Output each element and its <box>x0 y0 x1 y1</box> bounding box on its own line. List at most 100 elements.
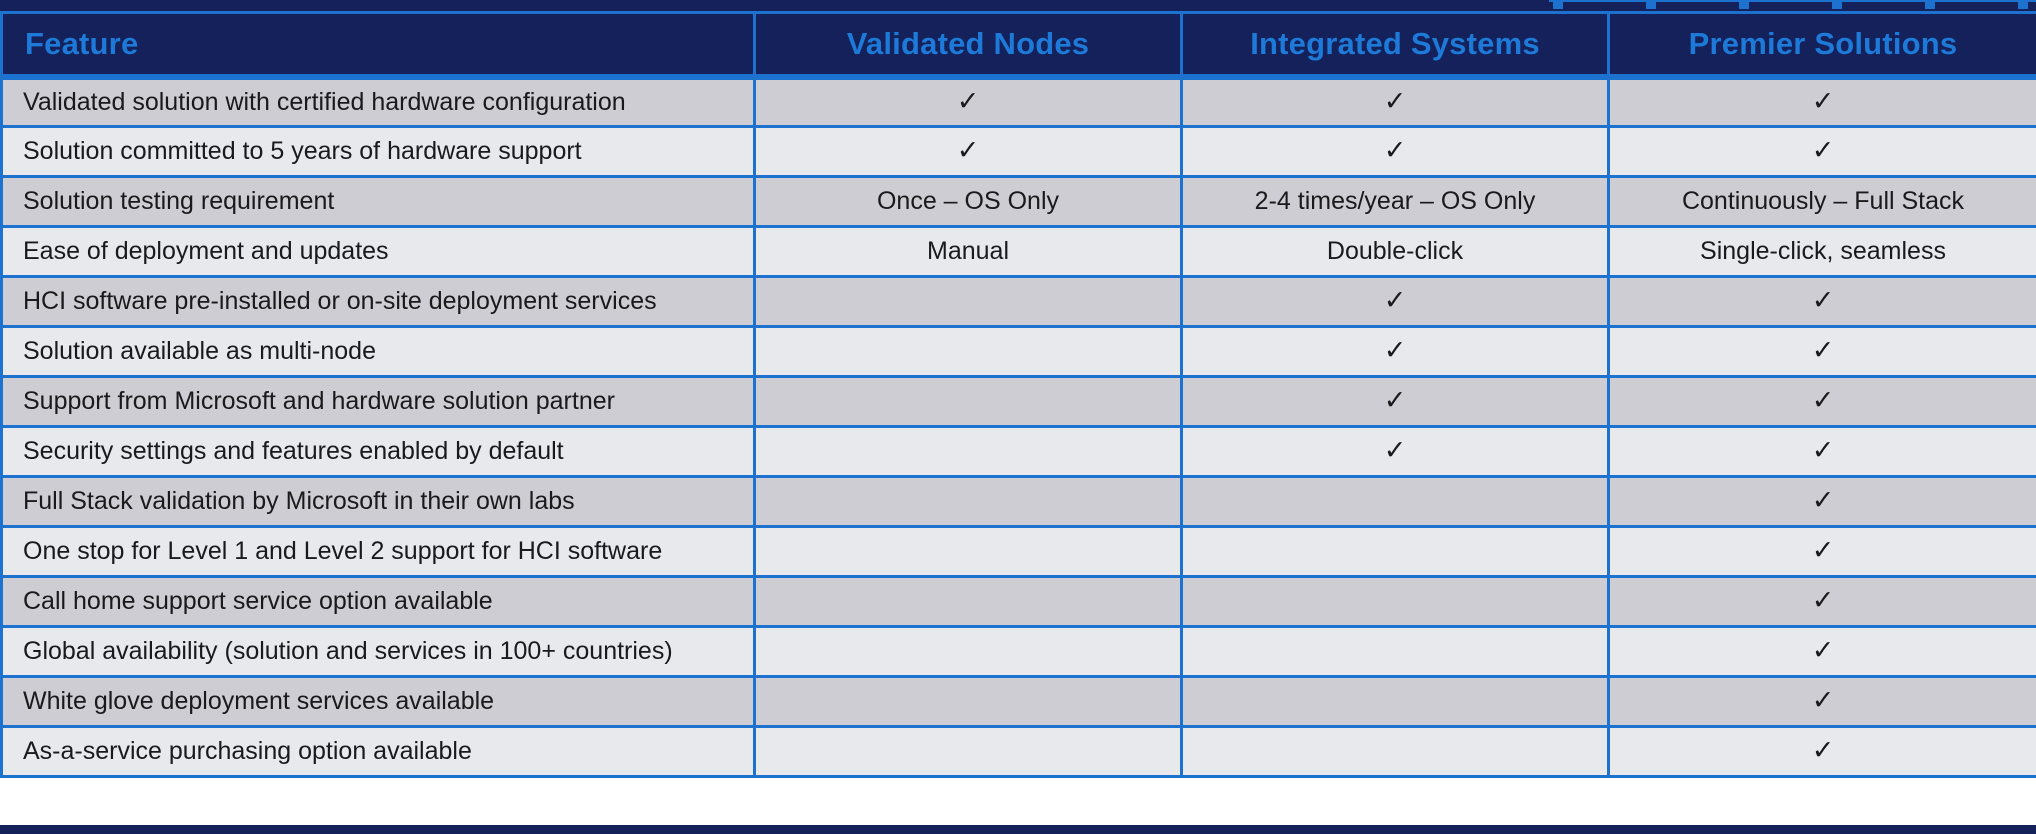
feature-label: Solution committed to 5 years of hardwar… <box>0 125 756 178</box>
value-cell: Manual <box>753 225 1183 278</box>
feature-label: Support from Microsoft and hardware solu… <box>0 375 756 428</box>
table-row: Call home support service option availab… <box>0 575 2036 628</box>
table-row: Validated solution with certified hardwa… <box>0 75 2036 128</box>
table-row: Ease of deployment and updates Manual Doub… <box>0 225 2036 278</box>
check-icon: ✓ <box>1811 85 1835 116</box>
feature-label: Validated solution with certified hardwa… <box>0 75 756 128</box>
check-icon: ✓ <box>1811 285 1835 315</box>
feature-label: Solution testing requirement <box>0 175 756 228</box>
check-icon: ✓ <box>1383 385 1407 415</box>
value-cell <box>1180 725 1610 778</box>
value-cell: ✓ <box>1180 425 1610 478</box>
cropped-content-strip-top <box>0 0 2036 11</box>
table-body: Validated solution with certified hardwa… <box>0 75 2036 778</box>
table-row: Solution testing requirement Once – OS On… <box>0 175 2036 228</box>
value-cell: Single-click, seamless <box>1607 225 2036 278</box>
value-cell: ✓ <box>1607 625 2036 678</box>
value-cell <box>753 425 1183 478</box>
cropped-row-tick <box>1832 0 1842 9</box>
value-cell: 2-4 times/year – OS Only <box>1180 175 1610 228</box>
check-icon: ✓ <box>1811 635 1835 665</box>
check-icon: ✓ <box>1383 135 1407 165</box>
value-cell: ✓ <box>1607 125 2036 178</box>
column-header-integrated-systems: Integrated Systems <box>1180 11 1610 80</box>
table-row: HCI software pre-installed or on-site de… <box>0 275 2036 328</box>
value-cell <box>1180 575 1610 628</box>
table-header: Feature Validated Nodes Integrated Systems… <box>0 11 2036 80</box>
check-icon: ✓ <box>1383 435 1407 465</box>
feature-label: Security settings and features enabled b… <box>0 425 756 478</box>
cell-text: Manual <box>927 237 1009 265</box>
value-cell: ✓ <box>1180 375 1610 428</box>
check-icon: ✓ <box>1811 735 1835 765</box>
check-icon: ✓ <box>1811 535 1835 565</box>
feature-label: White glove deployment services availabl… <box>0 675 756 728</box>
value-cell: Continuously – Full Stack <box>1607 175 2036 228</box>
table-row: White glove deployment services availabl… <box>0 675 2036 728</box>
check-icon: ✓ <box>956 85 980 116</box>
check-icon: ✓ <box>1811 485 1835 515</box>
value-cell: ✓ <box>1607 475 2036 528</box>
cropped-row-tick <box>1925 0 1935 9</box>
feature-label: As-a-service purchasing option available <box>0 725 756 778</box>
cell-text: Continuously – Full Stack <box>1681 187 1965 215</box>
column-header-validated-nodes: Validated Nodes <box>753 11 1183 80</box>
value-cell: ✓ <box>1607 325 2036 378</box>
value-cell: ✓ <box>1607 75 2036 128</box>
feature-label: Global availability (solution and servic… <box>0 625 756 678</box>
value-cell <box>753 325 1183 378</box>
value-cell <box>753 725 1183 778</box>
header-row: Feature Validated Nodes Integrated Systems… <box>0 11 2036 80</box>
value-cell: ✓ <box>1607 425 2036 478</box>
cropped-content-strip-bottom <box>0 825 2036 834</box>
table-row: Solution available as multi-node ✓ ✓ <box>0 325 2036 378</box>
value-cell: ✓ <box>1180 125 1610 178</box>
value-cell: ✓ <box>1180 75 1610 128</box>
check-icon: ✓ <box>1811 685 1835 715</box>
check-icon: ✓ <box>1383 85 1407 116</box>
cell-text: 2-4 times/year – OS Only <box>1254 187 1536 215</box>
check-icon: ✓ <box>956 135 980 165</box>
cell-text: Double-click <box>1326 237 1464 265</box>
cell-text: Single-click, seamless <box>1700 237 1946 265</box>
value-cell <box>753 375 1183 428</box>
value-cell: ✓ <box>753 75 1183 128</box>
value-cell: Once – OS Only <box>753 175 1183 228</box>
value-cell <box>753 275 1183 328</box>
value-cell <box>753 675 1183 728</box>
table-row: Solution committed to 5 years of hardwar… <box>0 125 2036 178</box>
table-row: One stop for Level 1 and Level 2 support… <box>0 525 2036 578</box>
value-cell <box>753 475 1183 528</box>
table-row: Security settings and features enabled b… <box>0 425 2036 478</box>
value-cell <box>753 575 1183 628</box>
check-icon: ✓ <box>1811 335 1835 365</box>
feature-label: Full Stack validation by Microsoft in th… <box>0 475 756 528</box>
value-cell: ✓ <box>1180 275 1610 328</box>
value-cell <box>1180 475 1610 528</box>
value-cell: ✓ <box>1607 675 2036 728</box>
check-icon: ✓ <box>1383 335 1407 365</box>
column-header-premier-solutions: Premier Solutions <box>1607 11 2036 80</box>
value-cell: ✓ <box>1607 375 2036 428</box>
cropped-row-tick <box>1739 0 1749 9</box>
feature-label: Call home support service option availab… <box>0 575 756 628</box>
value-cell: ✓ <box>753 125 1183 178</box>
table-row: Full Stack validation by Microsoft in th… <box>0 475 2036 528</box>
value-cell <box>1180 525 1610 578</box>
value-cell: ✓ <box>1607 575 2036 628</box>
cell-text: Once – OS Only <box>876 187 1060 215</box>
value-cell: ✓ <box>1607 525 2036 578</box>
cropped-row-tick <box>2018 0 2028 9</box>
value-cell: ✓ <box>1607 725 2036 778</box>
column-header-feature: Feature <box>0 11 756 80</box>
check-icon: ✓ <box>1811 435 1835 465</box>
table-row: As-a-service purchasing option available… <box>0 725 2036 778</box>
value-cell <box>1180 625 1610 678</box>
feature-label: Ease of deployment and updates <box>0 225 756 278</box>
table-row: Support from Microsoft and hardware solu… <box>0 375 2036 428</box>
value-cell: ✓ <box>1607 275 2036 328</box>
table-row: Global availability (solution and servic… <box>0 625 2036 678</box>
value-cell <box>753 525 1183 578</box>
cropped-row-tick <box>1553 0 1563 9</box>
